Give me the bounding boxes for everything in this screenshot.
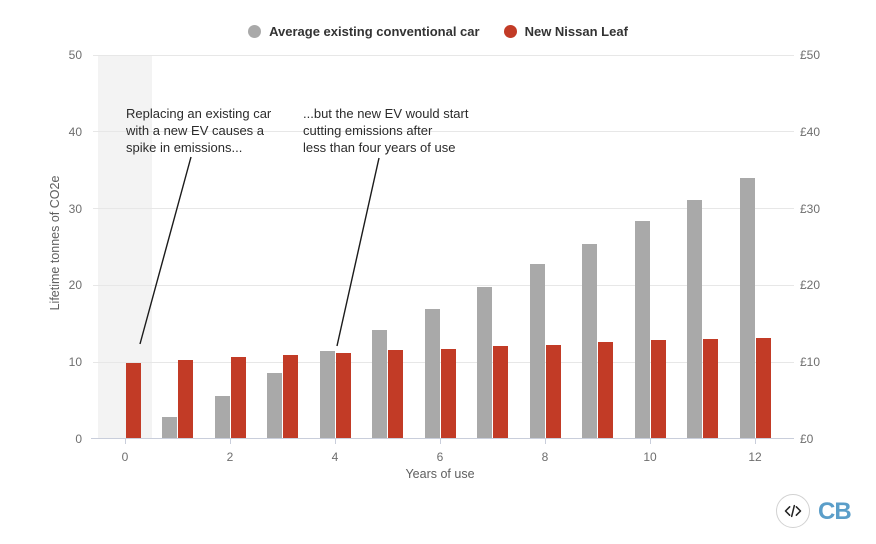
bar-conventional-year-10	[634, 221, 650, 438]
bar-conventional-year-12	[739, 178, 755, 438]
legend-dot	[503, 24, 517, 38]
x-tick-label: 4	[331, 450, 339, 464]
bar-leaf-year-2	[230, 357, 246, 438]
bar-conventional-year-6	[424, 308, 440, 438]
gridline	[93, 284, 794, 286]
bar-leaf-year-9	[598, 342, 613, 438]
gridline	[93, 54, 794, 56]
y-tick-label-right: £20	[800, 278, 821, 293]
x-tick-mark	[229, 439, 231, 444]
annotation-spike: Replacing an existing car with a new EV …	[126, 106, 272, 155]
bar-conventional-year-9	[582, 243, 597, 438]
y-tick-label-right: £50	[800, 48, 821, 62]
bar-leaf-year-3	[283, 355, 298, 438]
bar-conventional-year-2	[214, 395, 230, 438]
y-tick-label-left: 20	[68, 278, 82, 293]
y-tick-label-left: 50	[68, 48, 82, 62]
bar-leaf-year-11	[703, 338, 718, 438]
x-tick-label: 12	[748, 450, 762, 464]
bar-leaf-year-12	[755, 338, 771, 438]
bar-conventional-year-8	[529, 264, 545, 438]
legend: Average existing conventional car New Ni…	[0, 20, 876, 42]
bar-leaf-year-0	[125, 362, 141, 438]
x-axis-line	[91, 438, 794, 439]
x-tick-mark	[124, 439, 126, 444]
code-icon	[784, 504, 802, 518]
gridline	[93, 208, 794, 210]
gridline	[93, 131, 794, 133]
bar-leaf-year-8	[545, 345, 561, 438]
x-axis-title: Years of use	[405, 467, 475, 481]
legend-item-conventional[interactable]: Average existing conventional car	[248, 23, 480, 39]
x-tick-label: 0	[121, 450, 129, 464]
bar-leaf-year-10	[650, 340, 666, 438]
embed-button[interactable]	[776, 494, 810, 528]
y-tick-label-left: 0	[75, 432, 82, 446]
x-tick-mark	[544, 439, 546, 444]
bar-leaf-year-6	[440, 348, 456, 438]
x-tick-mark	[439, 439, 441, 444]
x-tick-label: 2	[226, 450, 234, 464]
bar-conventional-year-11	[687, 199, 702, 438]
x-tick-label: 6	[436, 450, 444, 464]
legend-label: Average existing conventional car	[269, 23, 480, 39]
y-tick-label-right: £10	[800, 355, 821, 370]
x-tick-mark	[649, 439, 651, 444]
legend-item-leaf[interactable]: New Nissan Leaf	[503, 23, 628, 39]
bar-conventional-year-1	[162, 416, 177, 438]
y-tick-label-left: 40	[68, 124, 82, 139]
bar-conventional-year-7	[477, 286, 492, 438]
y-tick-label-left: 30	[68, 201, 82, 216]
carbon-brief-logo: CB	[818, 498, 852, 525]
x-tick-mark	[754, 439, 756, 444]
x-tick-mark	[334, 439, 336, 444]
x-tick-label: 10	[643, 450, 657, 464]
bar-conventional-year-5	[372, 329, 387, 438]
plot-area	[91, 54, 794, 444]
bar-leaf-year-7	[493, 345, 508, 438]
bar-conventional-year-3	[267, 372, 282, 438]
bar-conventional-year-4	[319, 351, 335, 438]
bar-leaf-year-5	[388, 350, 403, 438]
legend-dot	[248, 24, 262, 38]
y-tick-label-right: £0	[800, 432, 814, 446]
annotation-cutting: ...but the new EV would start cutting em…	[303, 106, 469, 155]
y-tick-label-right: £30	[800, 201, 821, 216]
legend-label: New Nissan Leaf	[524, 23, 628, 39]
y-tick-label-left: 10	[68, 355, 82, 370]
y-tick-label-right: £40	[800, 124, 821, 139]
bar-leaf-year-1	[178, 360, 193, 438]
x-tick-label: 8	[541, 450, 549, 464]
bar-leaf-year-4	[335, 352, 351, 438]
